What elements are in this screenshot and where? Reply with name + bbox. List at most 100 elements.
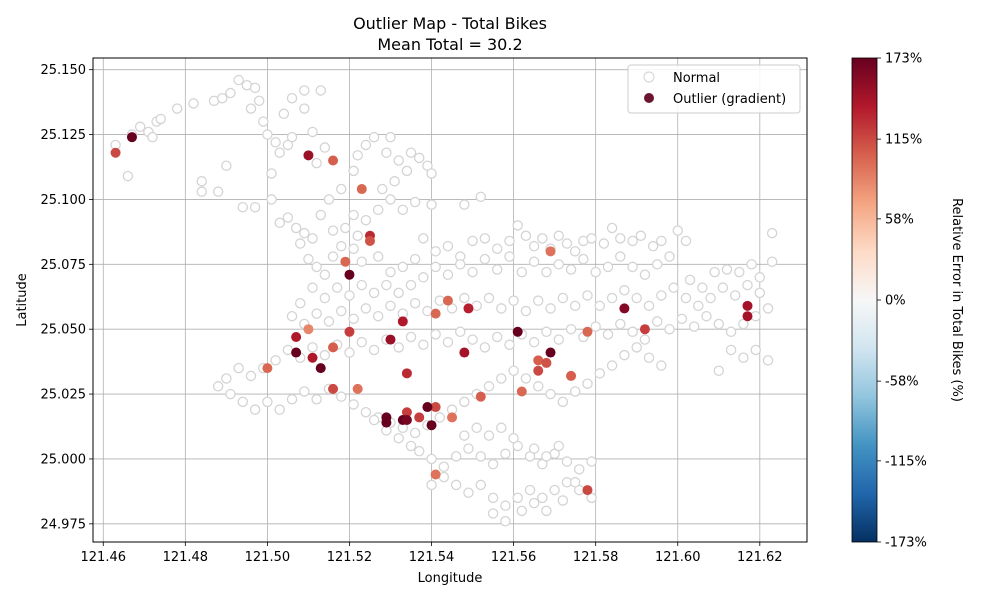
normal-point [233, 74, 244, 86]
normal-point [639, 334, 651, 345]
normal-point [668, 282, 679, 293]
normal-point [680, 235, 692, 247]
normal-point [541, 451, 552, 462]
normal-point [541, 326, 552, 338]
normal-point [606, 292, 618, 304]
normal-point [258, 116, 269, 127]
normal-point [561, 456, 573, 467]
normal-point [319, 142, 331, 153]
normal-point [705, 292, 716, 304]
normal-point [615, 251, 626, 262]
y-tick-label: 24.975 [41, 517, 87, 532]
normal-point [381, 279, 392, 291]
normal-point [237, 396, 249, 408]
normal-point [274, 404, 285, 415]
normal-point [631, 292, 642, 304]
normal-point [463, 443, 474, 454]
normal-point [270, 355, 281, 366]
normal-point [393, 155, 404, 166]
normal-point [360, 406, 372, 418]
outlier-point [401, 415, 412, 426]
chart-title: Outlier Map - Total Bikes [353, 14, 547, 33]
normal-point [426, 199, 437, 210]
normal-point [270, 137, 281, 148]
normal-point [561, 238, 573, 249]
outlier-point [639, 324, 650, 335]
normal-point [311, 157, 322, 169]
normal-point [504, 235, 515, 247]
normal-point [327, 251, 339, 262]
normal-point [762, 355, 774, 366]
normal-point [713, 318, 725, 330]
outlier-point [381, 417, 392, 428]
normal-point [467, 266, 478, 278]
normal-point [459, 292, 470, 304]
normal-point [508, 365, 519, 376]
normal-point [676, 313, 688, 325]
outlier-point [566, 370, 577, 381]
normal-point [212, 381, 224, 392]
legend-normal-marker [643, 71, 655, 83]
normal-point [348, 243, 359, 254]
normal-point [377, 183, 388, 195]
normal-point [569, 300, 581, 312]
y-axis: 24.975 25.000 25.025 25.050 25.075 25.100 25.1… [41, 63, 93, 532]
colorbar-tick-label: -115% [885, 454, 927, 469]
normal-point [512, 492, 523, 504]
normal-point [766, 256, 778, 267]
normal-point [627, 326, 638, 338]
outlier-point [422, 402, 433, 413]
x-tick-label: 121.52 [327, 550, 373, 565]
legend-normal-label: Normal [673, 71, 720, 86]
outlier-point [291, 347, 302, 358]
normal-point [311, 394, 322, 405]
normal-point [602, 329, 614, 340]
normal-point [299, 386, 310, 397]
normal-point [553, 230, 564, 242]
normal-point [401, 165, 413, 177]
normal-point [286, 92, 298, 104]
normal-point [344, 347, 355, 358]
normal-point [372, 310, 384, 322]
normal-point [627, 261, 638, 273]
normal-point [483, 381, 495, 392]
normal-point [381, 147, 392, 158]
normal-point [635, 230, 647, 242]
normal-point [709, 266, 720, 278]
outlier-point [463, 303, 474, 314]
outlier-point [401, 407, 412, 418]
normal-point [413, 445, 425, 457]
normal-point [348, 209, 359, 221]
normal-point [532, 381, 544, 392]
normal-point [487, 492, 499, 504]
normal-point [409, 196, 421, 208]
normal-point [385, 266, 396, 278]
outlier-point [328, 155, 339, 166]
normal-point [286, 394, 298, 405]
outlier-point [430, 469, 441, 480]
normal-point [475, 451, 487, 462]
normal-point [487, 508, 499, 519]
normal-point [491, 331, 503, 343]
x-axis-label: Longitude [418, 571, 483, 586]
normal-point [340, 222, 351, 234]
normal-point [684, 274, 696, 286]
normal-point [430, 329, 441, 340]
normal-point [426, 168, 437, 179]
normal-point [754, 272, 766, 283]
normal-point [520, 305, 532, 317]
normal-point [225, 388, 236, 400]
normal-point [582, 290, 593, 301]
outlier-point [541, 357, 552, 368]
normal-point [405, 331, 417, 343]
normal-point [541, 505, 552, 517]
outlier-point [619, 303, 630, 314]
normal-point [286, 131, 298, 143]
normal-point [742, 279, 753, 291]
normal-point [245, 103, 257, 114]
normal-point [594, 300, 606, 312]
normal-point [274, 217, 285, 229]
normal-point [467, 334, 478, 345]
normal-point [323, 316, 335, 327]
